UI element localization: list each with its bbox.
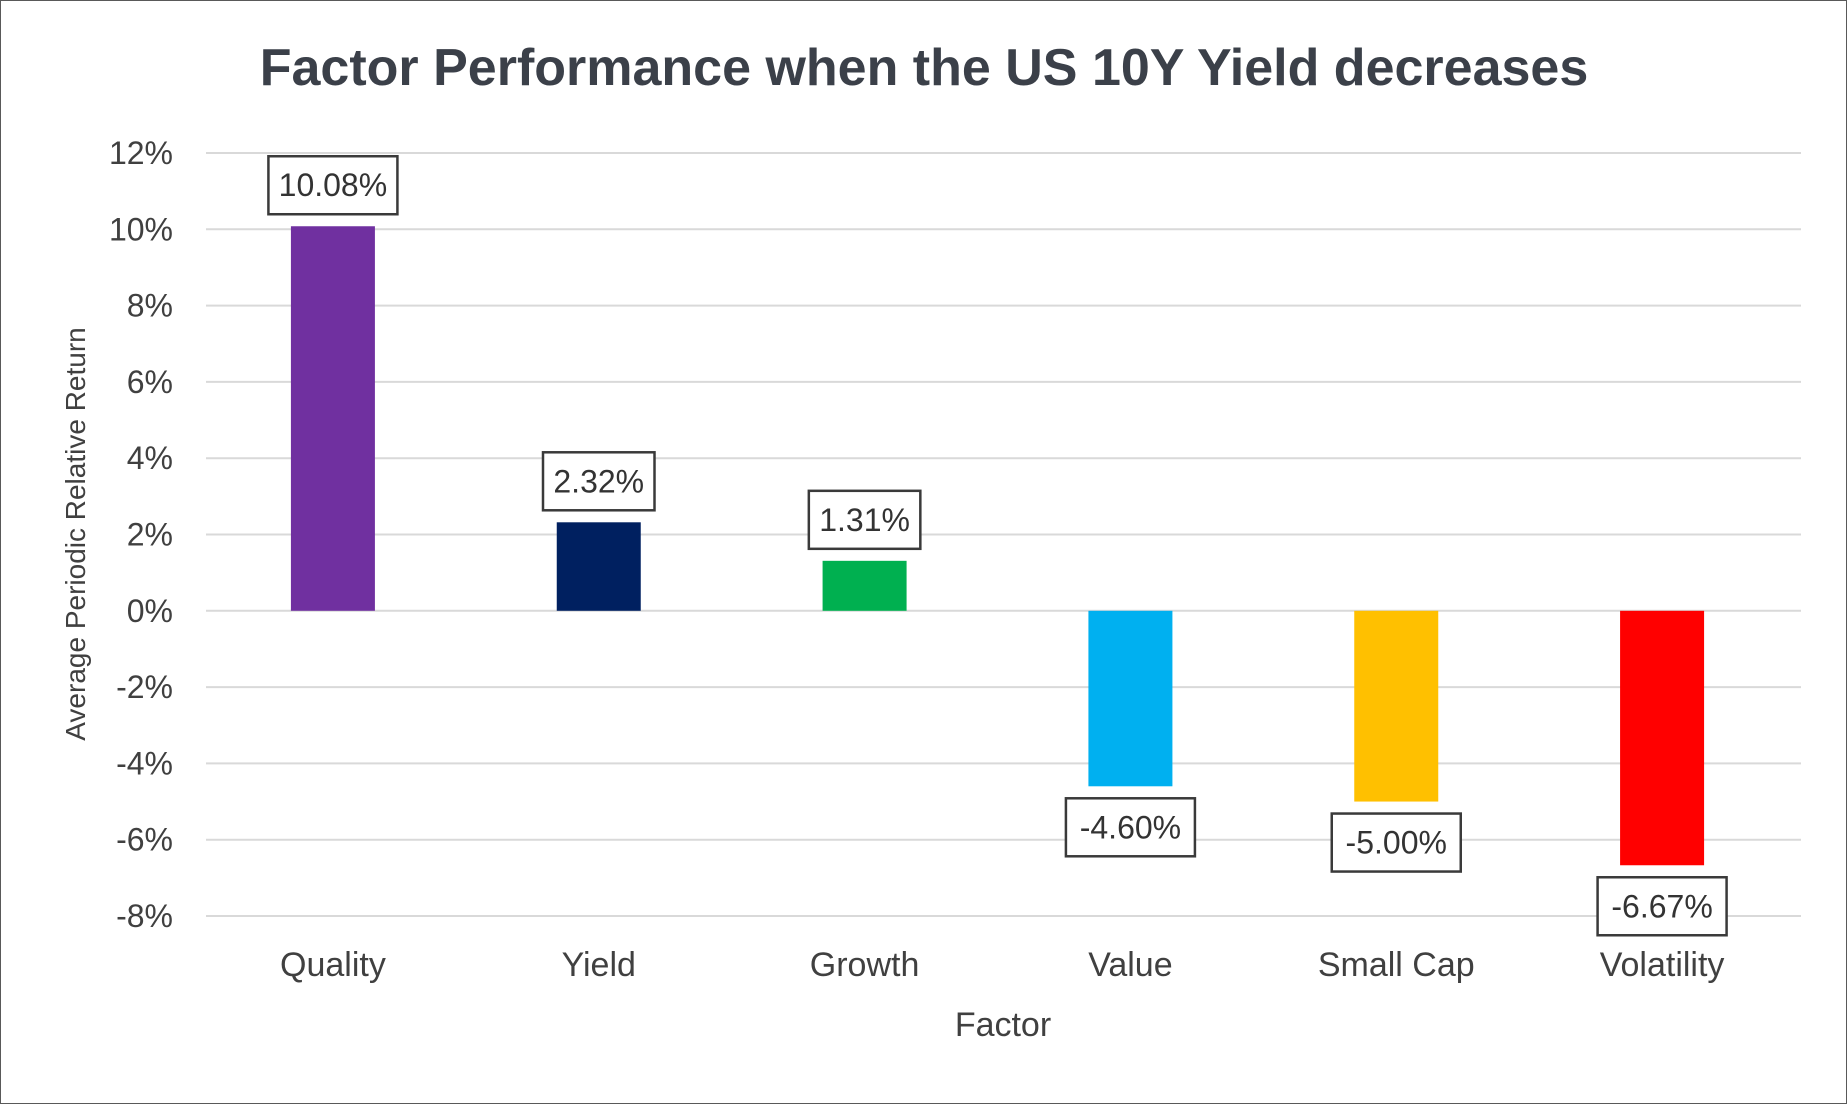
y-tick-label: 0% (127, 593, 173, 629)
data-label: -4.60% (1064, 797, 1197, 858)
y-tick-label: 8% (127, 288, 173, 324)
data-label-text: 10.08% (279, 167, 388, 203)
data-label-box (807, 489, 922, 551)
x-category-label: Quality (280, 946, 386, 984)
data-label-box (541, 451, 656, 512)
bar-quality (290, 226, 375, 611)
data-labels: 10.08% 2.32% 1.31% -4.60% -5.00% -6.67% (267, 154, 1728, 937)
bar-yield (556, 522, 641, 611)
y-tick-label: -2% (116, 669, 173, 705)
bar-volatility (1620, 610, 1705, 866)
data-label-text: 2.32% (553, 463, 644, 499)
data-label-text: -4.60% (1080, 809, 1181, 845)
data-label-text: -6.67% (1611, 888, 1712, 924)
gridlines (206, 152, 1801, 917)
y-tick-label: 12% (109, 135, 173, 171)
data-label: 2.32% (541, 451, 656, 512)
x-category-label: Volatility (1600, 946, 1725, 984)
data-label-box (1596, 876, 1728, 937)
bar-growth (822, 560, 907, 611)
data-label-box (1064, 797, 1197, 858)
data-label-box (1330, 812, 1462, 873)
x-category-label: Yield (562, 946, 636, 984)
chart-title: Factor Performance when the US 10Y Yield… (260, 39, 1589, 97)
y-axis-title: Average Periodic Relative Return (60, 327, 91, 740)
y-tick-label: -6% (116, 822, 173, 858)
y-tick-labels: 12% 10% 8% 6% 4% 2% 0% -2% -4% -6% -8% (109, 135, 173, 934)
bar-small-cap (1354, 610, 1439, 802)
data-label: -6.67% (1596, 876, 1728, 937)
data-label: 10.08% (267, 154, 399, 216)
data-label-box (267, 154, 399, 216)
y-tick-label: -8% (116, 898, 173, 934)
data-label: -5.00% (1330, 812, 1462, 873)
y-tick-label: 2% (127, 517, 173, 553)
bars (290, 226, 1705, 866)
x-category-label: Growth (810, 946, 920, 984)
x-axis-title: Factor (955, 1006, 1051, 1044)
x-category-label: Value (1088, 946, 1172, 984)
data-label-text: 1.31% (819, 502, 910, 538)
data-label-text: -5.00% (1346, 825, 1447, 861)
y-tick-label: 10% (109, 211, 173, 247)
bar-value (1088, 610, 1173, 787)
x-category-label: Small Cap (1318, 946, 1475, 984)
y-tick-label: 6% (127, 364, 173, 400)
y-tick-label: -4% (116, 745, 173, 781)
data-label: 1.31% (807, 489, 922, 551)
x-category-labels: Quality Yield Growth Value Small Cap Volatili… (280, 946, 1724, 984)
y-tick-label: 4% (127, 440, 173, 476)
